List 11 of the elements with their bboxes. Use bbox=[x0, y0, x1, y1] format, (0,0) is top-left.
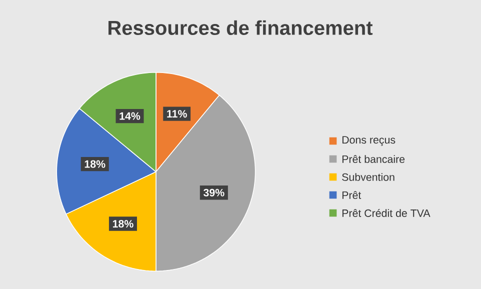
legend-label: Dons reçus bbox=[342, 136, 396, 146]
legend-label: Prêt bancaire bbox=[342, 155, 405, 163]
data-label: 39% bbox=[204, 188, 224, 196]
legend-label: Prêt Crédit de TVA bbox=[342, 209, 430, 217]
chart-title: Ressources de financement bbox=[108, 20, 373, 35]
legend-label: Subvention bbox=[342, 173, 394, 181]
legend-label: Prêt bbox=[342, 191, 362, 199]
data-label: 18% bbox=[112, 220, 134, 228]
data-label: 14% bbox=[120, 112, 140, 120]
data-label: 11% bbox=[167, 110, 187, 118]
data-label: 18% bbox=[84, 160, 106, 168]
